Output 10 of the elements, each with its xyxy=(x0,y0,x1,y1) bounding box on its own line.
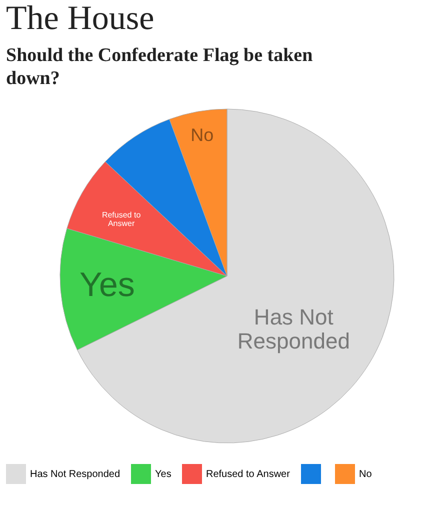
legend-label: No xyxy=(359,469,372,480)
slice-label: Has Not Responded xyxy=(237,304,350,354)
slice-label: No xyxy=(190,125,214,146)
chart-title: The House xyxy=(6,0,154,37)
legend-label: Has Not Responded xyxy=(30,469,120,480)
slice-label: Yes xyxy=(79,266,135,304)
legend-label: Yes xyxy=(155,469,172,480)
legend-label: Refused to Answer xyxy=(206,469,291,480)
slice-label: Refused to Answer xyxy=(102,210,142,228)
chart-subtitle: Should the Confederate Flag be taken down? xyxy=(6,45,314,89)
